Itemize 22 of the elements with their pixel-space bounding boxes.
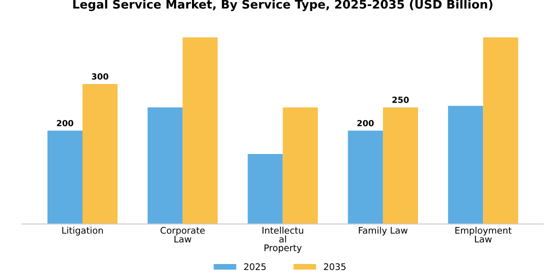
data-label: 250 <box>392 96 409 103</box>
x-tick-label: Intellectu al Property <box>262 226 304 253</box>
bar <box>148 107 183 224</box>
bar <box>47 130 82 224</box>
bar <box>483 37 518 224</box>
x-tick-label: Litigation <box>62 226 103 236</box>
bar <box>282 107 318 224</box>
legend-label: 2035 <box>324 263 346 270</box>
legend-label: 2025 <box>244 263 266 270</box>
bar <box>382 107 418 224</box>
bar <box>348 130 383 224</box>
x-tick-label: Corporate Law <box>160 226 205 243</box>
x-tick-label: Employment Law <box>455 226 512 243</box>
data-label: 200 <box>56 120 74 126</box>
bar <box>248 154 283 224</box>
bar <box>182 37 218 224</box>
chart-title: Legal Service Market, By Service Type, 2025-2035 (USD Billion) <box>73 0 492 12</box>
bar <box>448 106 484 224</box>
data-label: 200 <box>357 120 374 126</box>
data-label: 300 <box>92 73 108 80</box>
x-tick-label: Family Law <box>358 226 408 236</box>
bar <box>82 84 118 224</box>
